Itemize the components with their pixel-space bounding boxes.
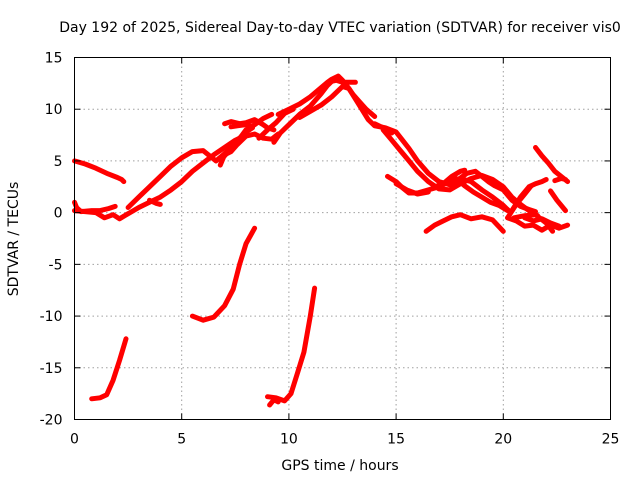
series-arc-31 [265, 285, 318, 404]
x-tick-label-4: 20 [494, 432, 512, 448]
y-tick-label-5: 5 [54, 154, 63, 170]
series-arc-8 [228, 122, 255, 130]
axis-ticks: 0 5 10 15 20 25 -20 -15 -10 -5 0 5 10 15 [40, 51, 620, 448]
series-arc-9 [222, 125, 255, 159]
x-tick-label-0: 0 [70, 432, 79, 448]
series-arc-30 [189, 225, 258, 323]
plot-frame [74, 57, 611, 420]
chart-title: Day 192 of 2025, Sidereal Day-to-day VTE… [59, 20, 621, 36]
series-arc-32 [267, 397, 281, 408]
series-arc-19 [432, 167, 468, 190]
series-arc-28 [552, 176, 568, 184]
data-series [72, 73, 571, 408]
series-arc-20 [453, 176, 511, 214]
series-arc-29 [89, 336, 129, 402]
series-arc-24 [511, 212, 556, 234]
x-axis-label: GPS time / hours [281, 458, 398, 474]
y-axis-label: SDTVAR / TECUs [6, 182, 22, 297]
x-tick-label-3: 15 [387, 432, 405, 448]
series-arc-17 [393, 181, 431, 197]
series-arc-13 [297, 84, 538, 215]
y-tick-label-1: -15 [40, 361, 63, 377]
y-tick-label-7: 15 [45, 51, 63, 67]
series-arc-25 [522, 215, 562, 229]
series-arc-23 [505, 183, 534, 221]
y-tick-label-4: 0 [54, 206, 63, 222]
y-tick-label-2: -10 [40, 309, 63, 325]
series-arc-27 [548, 188, 568, 214]
series-arc-5 [147, 197, 163, 207]
y-tick-label-3: -5 [49, 257, 63, 273]
series-arc-3 [72, 132, 249, 222]
series-arc-1 [72, 158, 127, 185]
series-arc-18 [423, 212, 506, 234]
x-tick-label-5: 25 [602, 432, 620, 448]
x-tick-label-2: 10 [280, 432, 298, 448]
y-tick-label-6: 10 [45, 102, 63, 118]
x-tick-label-1: 5 [177, 432, 186, 448]
grid [74, 57, 611, 420]
y-tick-label-0: -20 [40, 413, 63, 429]
